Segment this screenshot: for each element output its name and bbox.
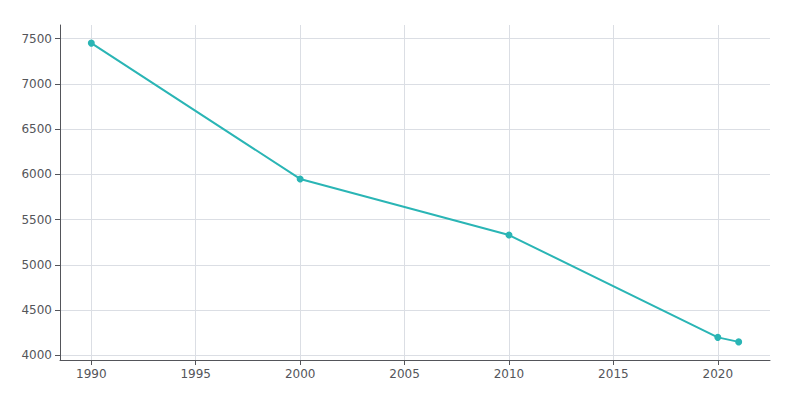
svg-text:2010: 2010 xyxy=(494,367,525,381)
svg-text:5500: 5500 xyxy=(21,213,52,227)
svg-text:5000: 5000 xyxy=(21,258,52,272)
svg-text:2015: 2015 xyxy=(598,367,629,381)
svg-text:1990: 1990 xyxy=(76,367,107,381)
svg-text:2000: 2000 xyxy=(285,367,316,381)
svg-text:7500: 7500 xyxy=(21,32,52,46)
svg-text:7000: 7000 xyxy=(21,77,52,91)
svg-text:2020: 2020 xyxy=(703,367,734,381)
svg-text:6500: 6500 xyxy=(21,122,52,136)
svg-text:6000: 6000 xyxy=(21,167,52,181)
svg-text:4000: 4000 xyxy=(21,348,52,362)
svg-text:4500: 4500 xyxy=(21,303,52,317)
svg-text:2005: 2005 xyxy=(389,367,420,381)
svg-text:1995: 1995 xyxy=(180,367,211,381)
